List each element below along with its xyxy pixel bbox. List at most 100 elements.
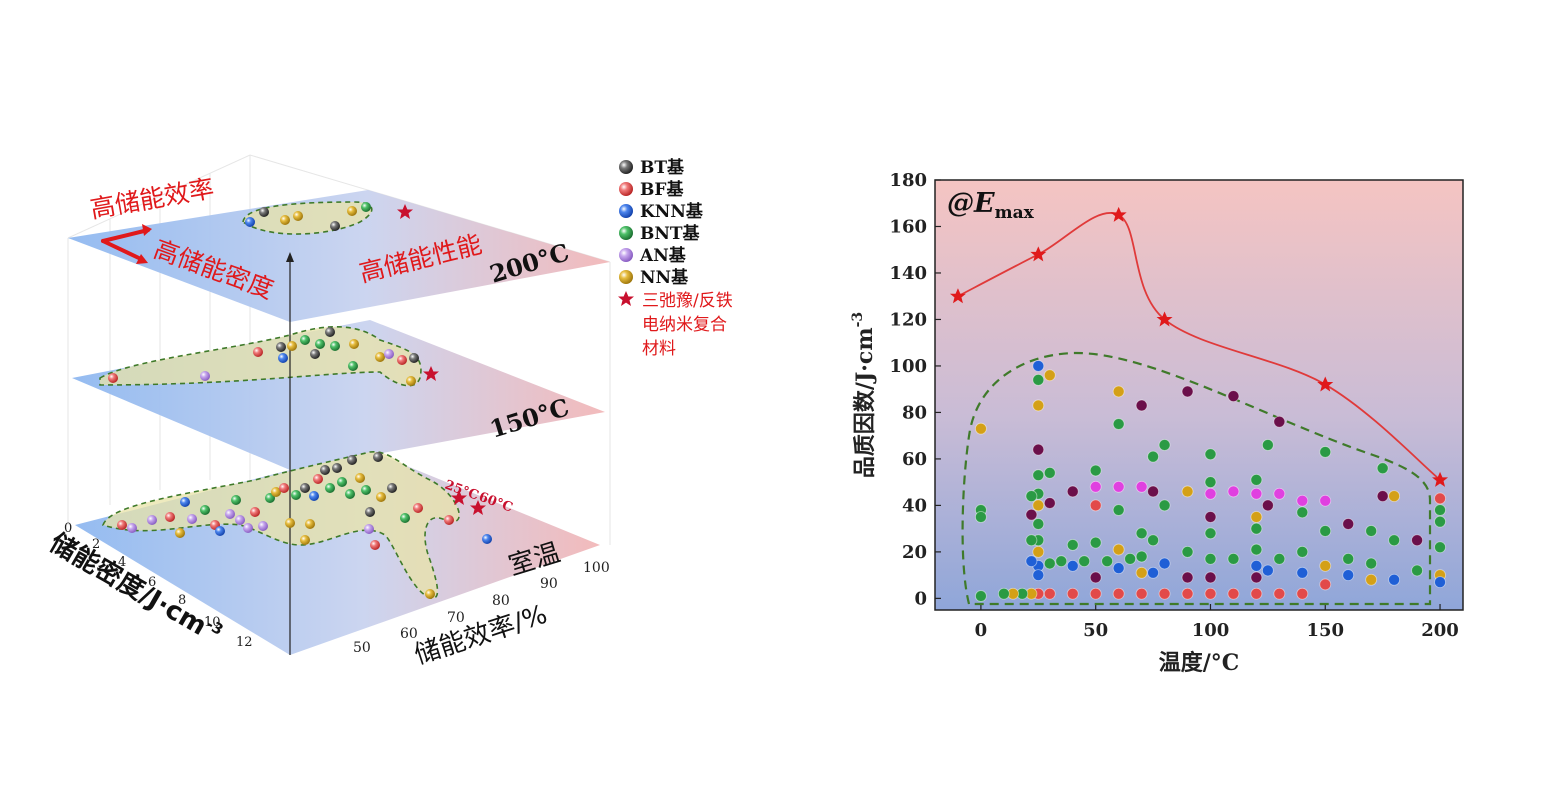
- scatter-point-nn: [975, 422, 987, 435]
- sphere-nn: [376, 492, 386, 502]
- scatter-point-bt: [1273, 415, 1286, 428]
- sphere-bnt: [231, 495, 241, 505]
- scatter-point-an: [1273, 487, 1286, 500]
- scatter-point-nn: [1319, 559, 1332, 572]
- x-tick-label: 50: [1083, 620, 1108, 641]
- sphere-knn: [278, 353, 288, 363]
- sphere-bt: [310, 349, 320, 359]
- scatter-point-bt: [1043, 497, 1056, 509]
- scatter-point-bt: [1250, 571, 1263, 584]
- scatter-point-bt: [1204, 511, 1217, 523]
- sphere-nn: [375, 352, 385, 362]
- sphere-bnt: [345, 489, 355, 499]
- sphere-bt: [300, 483, 310, 493]
- sphere-bnt: [361, 485, 371, 495]
- scatter-point-an: [1204, 487, 1217, 500]
- sphere-bnt: [325, 483, 335, 493]
- legend: BT基 BF基 KNN基 BNT基 AN基 NN基 三弛豫/反铁 电纳米复合 材…: [618, 157, 733, 359]
- efficiency-tick: 70: [447, 610, 465, 626]
- scatter-point-nn: [1135, 566, 1148, 579]
- sphere-bnt: [330, 341, 340, 351]
- scatter-point-bnt: [975, 590, 987, 602]
- sphere-bf: [165, 512, 175, 522]
- legend-star-line-2: 电纳米复合: [642, 315, 727, 335]
- arrow-head-efficiency-icon: [142, 224, 152, 236]
- scatter-point-bnt: [1135, 550, 1148, 563]
- direction-arrows-icon: [101, 228, 150, 262]
- vertical-axis-arrow-icon: [286, 252, 294, 262]
- sphere-nn: [285, 518, 295, 528]
- efficiency-axis: 50 60 70 80 90 100: [353, 560, 610, 656]
- sphere-bt: [409, 353, 419, 363]
- y-axis-label: 品质因数/J·cm-3: [850, 312, 878, 478]
- sphere-an: [225, 509, 235, 519]
- scatter-point-nn: [1365, 573, 1378, 586]
- sphere-bf: [108, 373, 118, 383]
- scatter-point-bnt: [1089, 464, 1102, 477]
- sphere-nn: [271, 487, 281, 497]
- scatter-point-bt: [1025, 508, 1038, 521]
- sphere-bf: [413, 503, 423, 513]
- scatter-point-an: [1296, 494, 1309, 507]
- star-point: [1110, 206, 1127, 222]
- scatter-point-nn: [1032, 399, 1045, 412]
- scatter-point-bnt: [1434, 541, 1446, 554]
- scatter-point-knn: [1388, 573, 1401, 586]
- scatter-point-bnt: [1250, 543, 1263, 556]
- legend-label-knn: KNN基: [640, 201, 704, 222]
- sphere-bf: [370, 540, 380, 550]
- sphere-nn: [293, 211, 303, 221]
- scatter-point-bf: [1043, 587, 1056, 600]
- figure-of-merit-chart: 0 20 40 60 80 100 120 140 160 180 0 50 100 150 200 @E…: [820, 0, 1550, 800]
- scatter-point-bnt: [1147, 450, 1159, 463]
- sphere-bnt: [361, 202, 371, 212]
- efficiency-tick: 50: [353, 640, 371, 656]
- sphere-nn: [425, 589, 435, 599]
- legend-label-bt: BT基: [640, 157, 685, 178]
- sphere-bt: [320, 465, 330, 475]
- scatter-point-bnt: [1204, 448, 1217, 461]
- scatter-point-knn: [1066, 559, 1079, 572]
- y-tick-label: 0: [914, 588, 927, 609]
- legend-label-bf: BF基: [640, 179, 684, 200]
- efficiency-tick: 100: [583, 560, 610, 576]
- scatter-point-bt: [1089, 571, 1102, 584]
- scatter-point-knn: [1032, 569, 1045, 582]
- sphere-bnt: [400, 513, 410, 523]
- legend-label-nn: NN基: [640, 267, 689, 288]
- scatter-point-bf: [1066, 587, 1079, 600]
- scatter-point-bt: [1342, 518, 1355, 530]
- density-tick: 12: [236, 635, 253, 650]
- scatter-point-bt: [1204, 571, 1217, 584]
- scatter-point-bf: [1181, 587, 1194, 600]
- scatter-point-bt: [1032, 443, 1045, 456]
- scatter-point-bnt: [1227, 552, 1240, 565]
- scatter-point-knn: [1032, 360, 1045, 372]
- sphere-bnt: [200, 505, 210, 515]
- legend-star-icon: [618, 291, 634, 306]
- sphere-nn: [355, 473, 365, 483]
- x-axis: 0 50 100 150 200: [975, 604, 1459, 641]
- scatter-point-bnt: [1025, 534, 1038, 547]
- scatter-point-bnt: [1158, 499, 1171, 512]
- scatter-point-knn: [1342, 569, 1355, 582]
- scatter-point-bnt: [1066, 539, 1079, 551]
- scatter-point-an: [1135, 480, 1148, 493]
- scatter-point-bnt: [1089, 536, 1102, 549]
- density-tick: 8: [178, 593, 186, 608]
- sphere-bt: [387, 483, 397, 493]
- arrow-head-density-icon: [136, 254, 148, 264]
- y-tick-label: 40: [902, 495, 927, 516]
- scatter-point-nn: [1112, 543, 1125, 556]
- scatter-point-bnt: [1181, 545, 1194, 558]
- scatter-point-an: [1112, 480, 1125, 493]
- sphere-bf: [279, 483, 289, 493]
- scatter-point-bnt: [1376, 462, 1389, 475]
- sphere-bt: [347, 455, 357, 465]
- x-tick-label: 200: [1421, 620, 1459, 641]
- plot-area-background: [934, 179, 1464, 611]
- scatter-point-bnt: [1032, 373, 1045, 386]
- sphere-bt: [259, 207, 269, 217]
- scatter-point-bf: [1273, 587, 1286, 600]
- legend-knn-sphere-icon: [619, 204, 633, 218]
